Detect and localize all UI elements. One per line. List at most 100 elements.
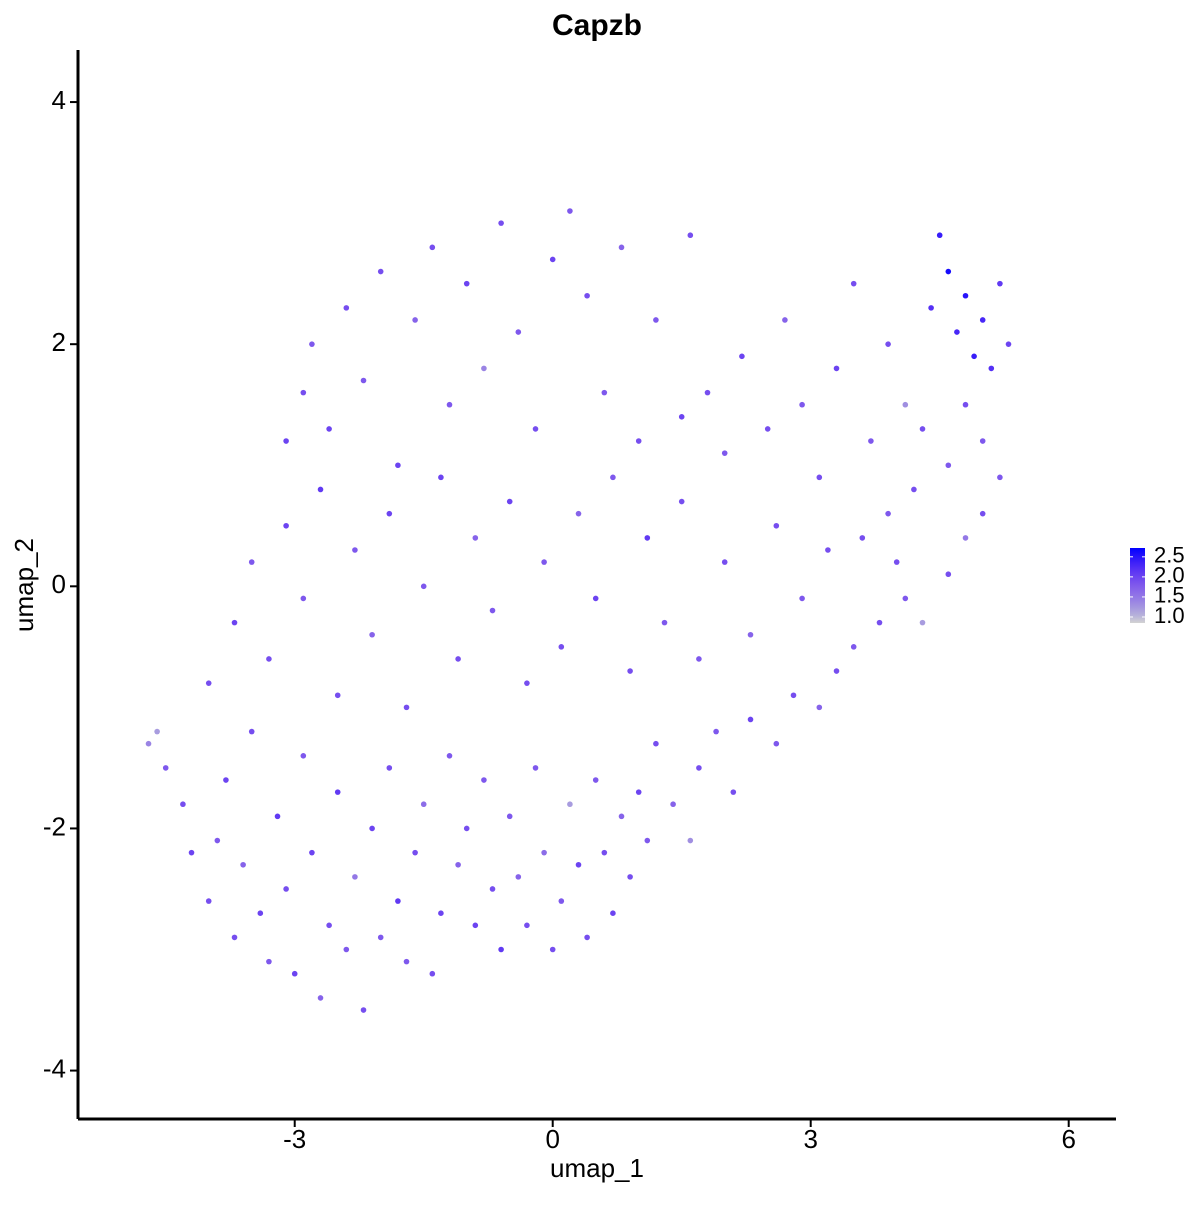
point: [498, 946, 504, 953]
point: [506, 813, 513, 820]
point: [696, 656, 702, 662]
point: [601, 389, 608, 396]
point: [360, 1007, 367, 1013]
point: [635, 789, 642, 795]
point: [911, 486, 917, 493]
point: [248, 728, 255, 735]
point: [945, 571, 952, 578]
point: [945, 268, 952, 275]
point: [403, 958, 410, 965]
point: [687, 232, 694, 239]
point: [678, 498, 685, 505]
point: [936, 232, 943, 239]
point: [472, 535, 479, 541]
point: [962, 292, 969, 299]
y-tick-label: 2: [52, 327, 66, 357]
colorbar-label: 1.5: [1154, 583, 1185, 608]
point: [532, 426, 539, 432]
point: [721, 450, 728, 456]
point: [997, 280, 1003, 287]
point: [1005, 341, 1012, 347]
point: [782, 317, 788, 323]
point: [601, 849, 608, 856]
point: [747, 716, 754, 723]
colorbar: [1130, 548, 1145, 623]
point: [567, 801, 573, 808]
point: [859, 535, 866, 541]
point: [902, 401, 909, 408]
point: [231, 619, 238, 626]
point: [532, 765, 539, 771]
point: [283, 438, 289, 444]
point: [653, 740, 659, 747]
point: [721, 559, 728, 565]
y-tick-label: -4: [43, 1053, 66, 1083]
point: [352, 547, 358, 553]
point: [876, 619, 883, 626]
chart-title: Capzb: [552, 9, 642, 42]
point: [180, 801, 186, 808]
point: [283, 886, 289, 892]
point: [420, 583, 427, 590]
point: [971, 353, 977, 360]
point: [773, 740, 780, 747]
colorbar-label: 2.0: [1154, 563, 1185, 588]
point: [489, 886, 496, 892]
point: [524, 922, 530, 929]
point: [893, 559, 900, 565]
point: [395, 898, 401, 904]
point: [214, 837, 221, 844]
point: [188, 849, 195, 856]
y-tick-label: 4: [52, 85, 66, 115]
point: [412, 317, 418, 323]
point: [498, 220, 504, 226]
point: [575, 510, 582, 517]
point: [266, 656, 272, 662]
point: [300, 595, 307, 602]
point: [773, 522, 780, 529]
point: [988, 365, 995, 372]
point: [979, 438, 986, 444]
point: [558, 644, 565, 650]
colorbar-label: 2.5: [1154, 543, 1185, 568]
point: [463, 825, 470, 832]
point: [618, 813, 625, 820]
point: [481, 777, 487, 783]
point: [309, 849, 315, 856]
point: [644, 837, 651, 844]
point: [610, 910, 616, 916]
point: [584, 292, 590, 299]
point: [429, 970, 436, 977]
y-tick-label: -2: [43, 811, 66, 841]
point: [326, 922, 332, 929]
point: [885, 341, 891, 347]
x-tick-label: 3: [803, 1124, 817, 1154]
point: [515, 329, 522, 335]
point: [429, 244, 436, 251]
point: [558, 898, 565, 904]
point: [162, 765, 169, 771]
point: [205, 680, 212, 686]
point: [205, 898, 212, 904]
point: [257, 910, 264, 916]
point: [223, 777, 229, 783]
point: [360, 377, 367, 384]
point: [446, 753, 453, 759]
point: [515, 874, 522, 880]
point: [979, 317, 986, 323]
point: [291, 970, 298, 977]
point: [300, 389, 307, 396]
point: [670, 801, 676, 808]
point: [154, 728, 160, 735]
point: [730, 789, 737, 795]
point: [455, 656, 461, 662]
point: [317, 486, 324, 493]
point: [850, 280, 857, 287]
point: [455, 861, 461, 868]
point: [334, 789, 341, 795]
y-tick-label: 0: [52, 569, 66, 599]
point: [661, 619, 668, 626]
point: [412, 849, 418, 856]
point: [618, 244, 625, 251]
